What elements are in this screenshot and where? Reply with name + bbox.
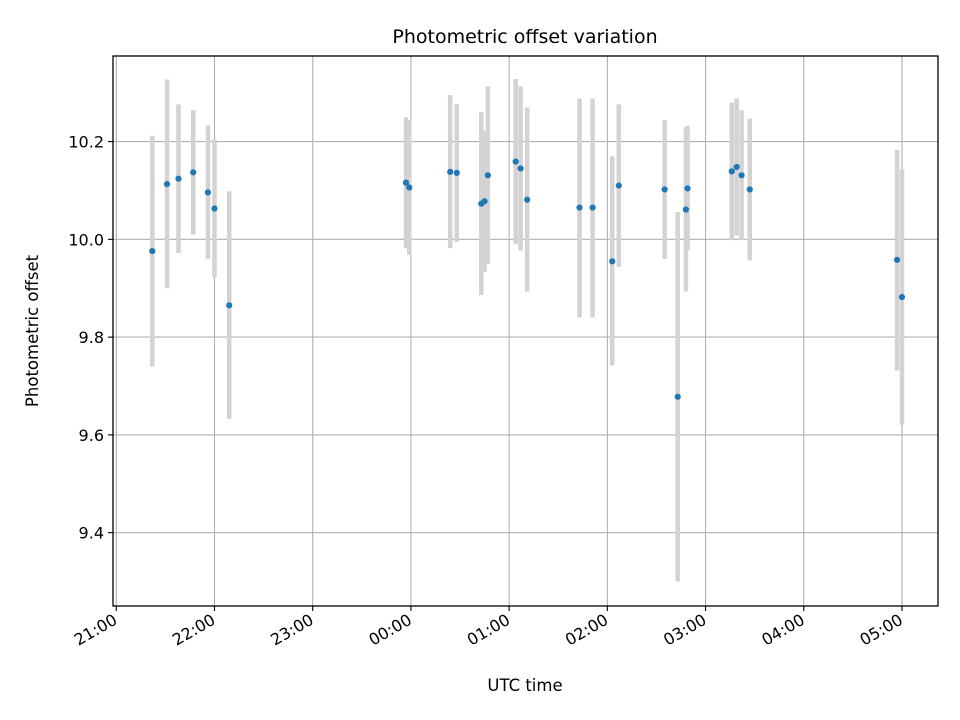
y-tick-label: 9.8 <box>79 328 104 347</box>
data-point <box>402 179 410 186</box>
data-point <box>190 169 197 176</box>
data-point <box>893 256 901 263</box>
data-point <box>728 168 735 175</box>
y-axis: 9.4 9.6 9.8 10.0 10.2 <box>68 133 113 543</box>
data-point <box>684 185 691 192</box>
data-point <box>524 196 531 203</box>
data-point <box>609 258 616 265</box>
data-point <box>746 186 753 193</box>
data-point <box>484 172 491 179</box>
y-tick-label: 9.4 <box>79 524 104 543</box>
data-point <box>204 189 212 196</box>
y-axis-title: Photometric offset <box>23 254 42 407</box>
data-point <box>512 158 519 165</box>
data-point <box>682 206 690 213</box>
y-tick-label: 9.6 <box>79 426 104 445</box>
data-point <box>406 184 413 191</box>
plot-frame <box>112 55 939 607</box>
data-point <box>738 172 745 179</box>
data-point <box>453 169 460 176</box>
data-point <box>576 204 583 211</box>
data-point <box>211 205 218 212</box>
chart-title: Photometric offset variation <box>392 26 657 48</box>
y-tick-label: 10.0 <box>68 230 104 249</box>
data-point <box>517 165 524 172</box>
data-points <box>149 158 906 400</box>
data-point <box>226 302 233 309</box>
data-point <box>661 186 668 193</box>
data-point <box>615 182 622 189</box>
y-tick-label: 10.2 <box>68 133 104 152</box>
data-point <box>589 204 596 211</box>
data-point <box>149 247 156 255</box>
data-point <box>447 168 454 175</box>
data-point <box>175 175 182 182</box>
data-point <box>733 163 740 171</box>
data-point <box>674 393 681 400</box>
data-point <box>481 198 488 205</box>
data-point <box>163 180 171 188</box>
x-axis-title: UTC time <box>487 676 562 695</box>
data-point <box>898 293 906 301</box>
